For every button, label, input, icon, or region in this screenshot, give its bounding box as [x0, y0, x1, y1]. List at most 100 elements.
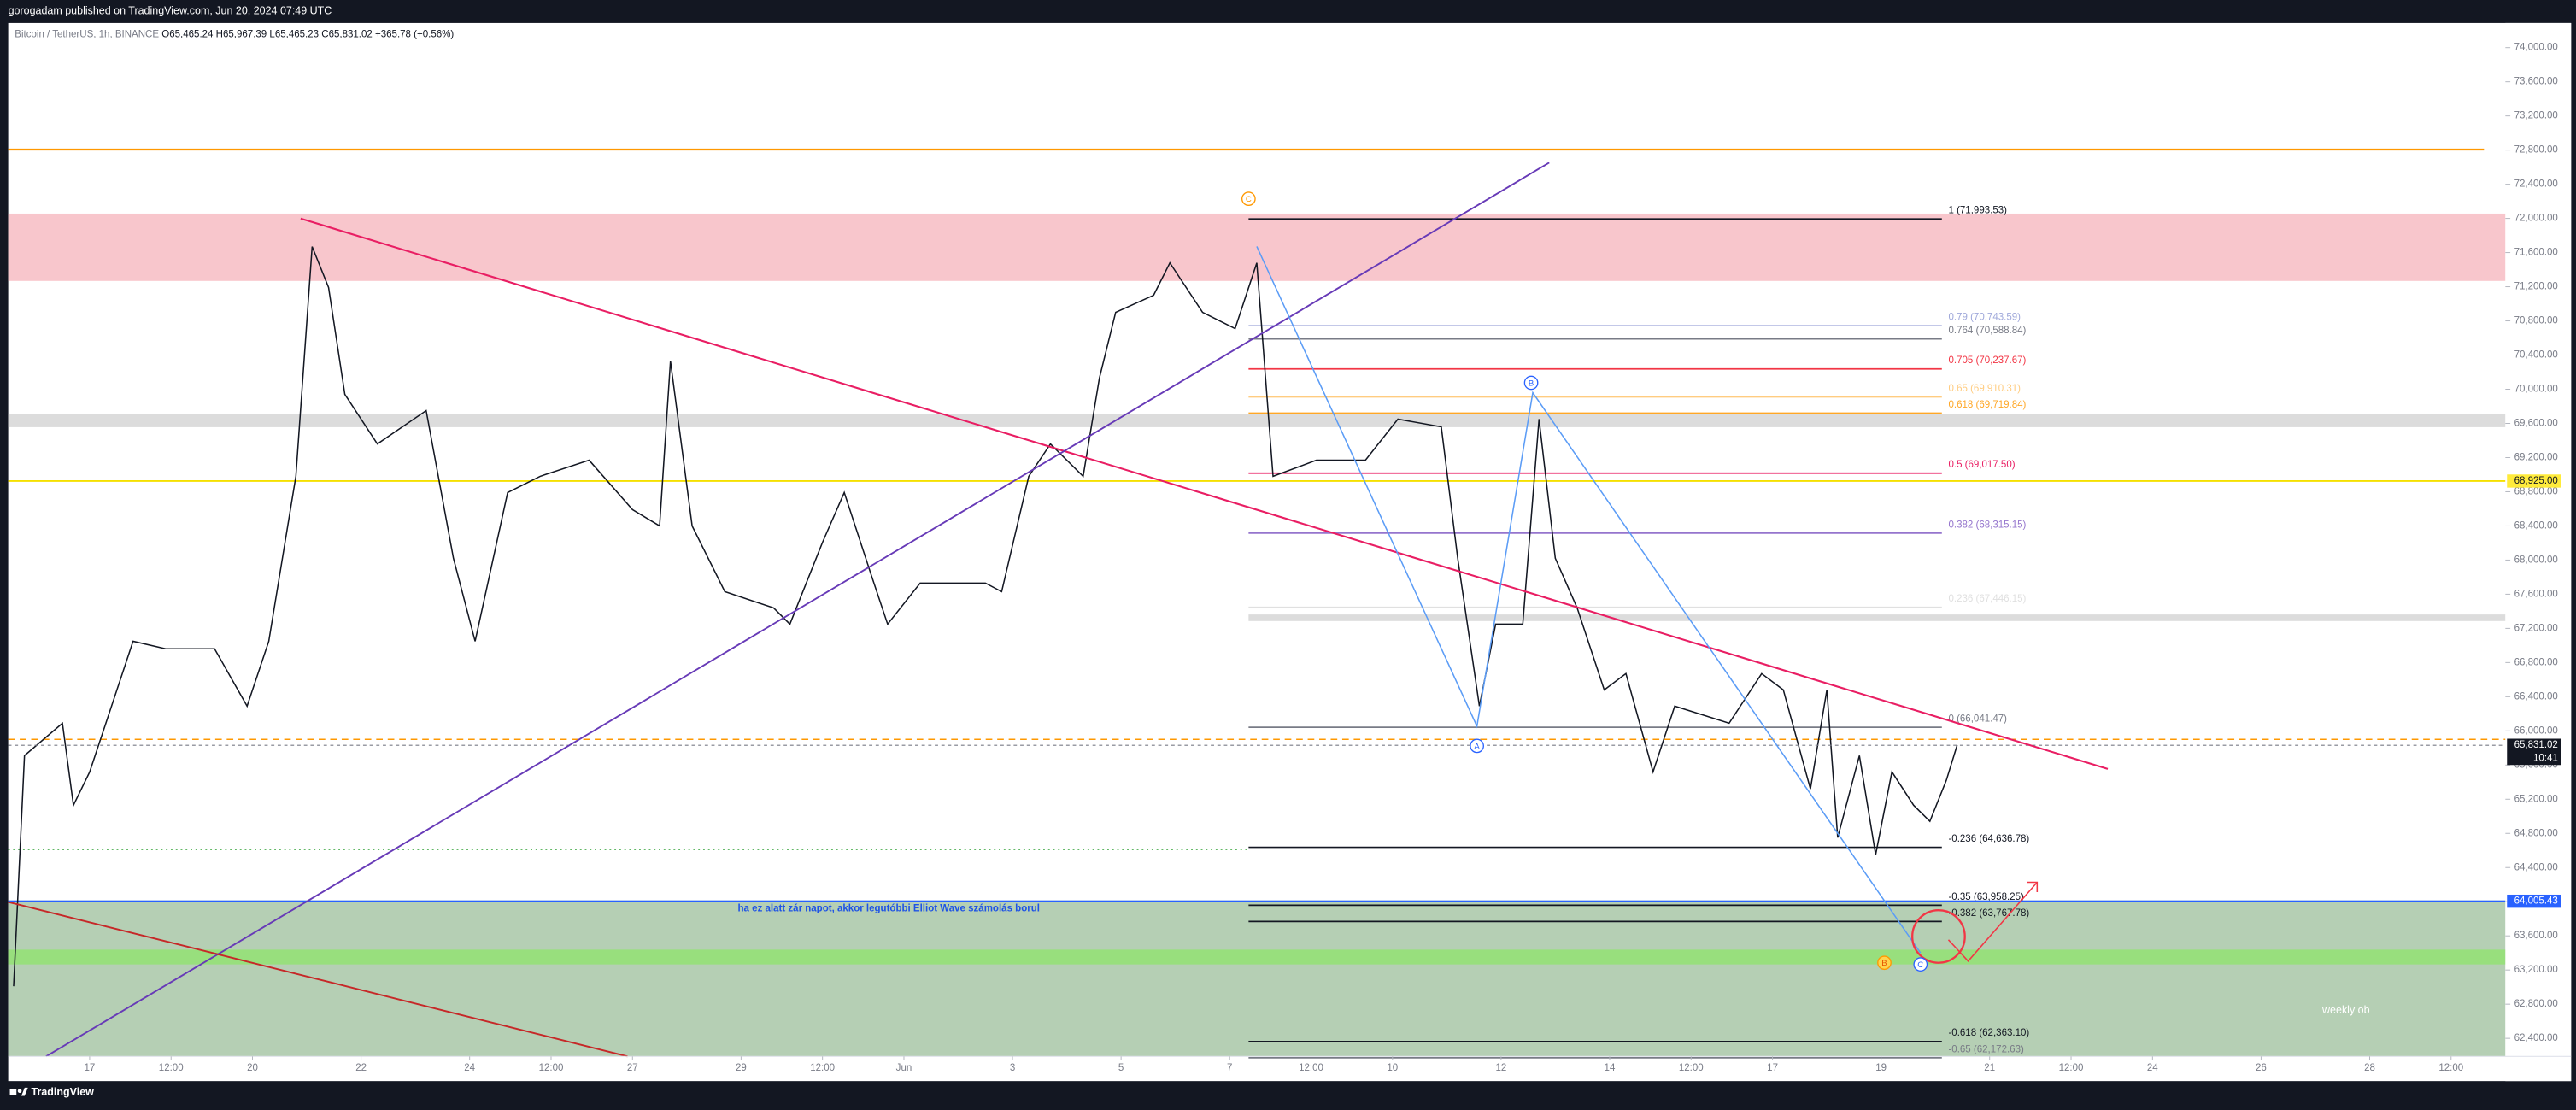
logo — [9, 1087, 28, 1096]
header: gorogadam published on TradingView.com, … — [9, 5, 332, 17]
logo-mark — [17, 1089, 22, 1094]
y-tick-label: 71,200.00 — [2514, 282, 2558, 292]
fib-label: 0.236 (67,446.15) — [1948, 594, 2026, 604]
y-tick-label: 64,400.00 — [2514, 862, 2558, 872]
annotation: ha ez alatt zár napot, akkor legutóbbi E… — [738, 903, 1040, 913]
axes: 62,400.00 62,800.00 63,200.00 63,600.00 64,0… — [85, 43, 2561, 1073]
logo-mark — [9, 1089, 17, 1095]
x-tick-label: 12:00 — [539, 1063, 564, 1073]
price-tag-label: 68,925.00 — [2514, 476, 2558, 486]
wave-marker — [1913, 957, 1928, 972]
x-tick-label: 12:00 — [2438, 1063, 2463, 1073]
x-tick-label: 12:00 — [2059, 1063, 2084, 1073]
x-tick-label: 12:00 — [1299, 1063, 1323, 1073]
fib-label: 0.705 (70,237.67) — [1948, 355, 2026, 366]
ohlc: H65,967.39 — [216, 29, 267, 39]
arrow — [1947, 882, 2038, 962]
gray-band — [8, 414, 2506, 427]
fib-label: 0.618 (69,719.84) — [1948, 400, 2026, 410]
plot: 1 (71,993.53) 0.79 (70,743.59) 0.764 (70,5… — [8, 206, 2506, 1059]
ohlc: O65,465.24 — [161, 29, 214, 39]
fib-label: 1 (71,993.53) — [1948, 206, 2007, 216]
fib-label: -0.618 (62,363.10) — [1948, 1028, 2029, 1038]
y-tick-label: 72,000.00 — [2514, 214, 2558, 224]
x-tick-label: 5 — [1118, 1063, 1124, 1073]
y-tick-label: 71,600.00 — [2514, 248, 2558, 258]
wave-path — [1256, 246, 1922, 954]
last-price-label: 65,831.02 — [2514, 740, 2558, 750]
x-tick-label: 17 — [1767, 1063, 1778, 1073]
wave-label: C — [1246, 195, 1252, 204]
green-band — [8, 949, 2506, 965]
countdown: 10:41 — [2533, 754, 2558, 764]
y-tick-label: 66,400.00 — [2514, 691, 2558, 702]
wave-marker — [1470, 738, 1484, 754]
y-tick-label: 70,400.00 — [2514, 350, 2558, 361]
y-tick-label: 73,200.00 — [2514, 111, 2558, 121]
fib-label: 0 (66,041.47) — [1948, 714, 2007, 725]
x-tick-label: 29 — [736, 1063, 747, 1073]
wave-marker — [1241, 191, 1256, 207]
x-tick-label: 10 — [1387, 1063, 1398, 1073]
y-tick-label: 62,800.00 — [2514, 999, 2558, 1009]
price-tag-label: 64,005.43 — [2514, 896, 2558, 907]
price-tag — [2507, 894, 2561, 908]
y-tick-label: 70,800.00 — [2514, 316, 2558, 326]
fib-label: -0.65 (62,172.63) — [1948, 1044, 2024, 1054]
y-tick-label: 66,000.00 — [2514, 725, 2558, 736]
x-tick-label: 21 — [1984, 1063, 1995, 1073]
weekly-ob-zone — [8, 900, 2506, 1057]
footer: TradingView — [32, 1086, 95, 1098]
y-tick-label: 67,200.00 — [2514, 623, 2558, 633]
x-tick-label: 27 — [627, 1063, 638, 1073]
zones — [8, 148, 2506, 1057]
zone-label: weekly ob — [2321, 1004, 2370, 1016]
fib-label: -0.236 (64,636.78) — [1948, 834, 2029, 844]
y-tick-label: 65,600.00 — [2514, 760, 2558, 770]
ohlc: C65,831.02 — [321, 29, 373, 39]
x-tick-label: 22 — [355, 1063, 367, 1073]
x-tick-label: Jun — [896, 1063, 912, 1073]
y-tick-label: 70,000.00 — [2514, 385, 2558, 395]
arrow-head — [2027, 881, 2039, 893]
target-circle — [1911, 909, 1966, 964]
x-tick-label: 24 — [464, 1063, 475, 1073]
wave-label: B — [1881, 959, 1887, 968]
y-tick-label: 72,400.00 — [2514, 179, 2558, 190]
fib-label: -0.382 (63,767.78) — [1948, 908, 2029, 919]
wave-labels: C A B C B ha ez alatt zár napot, akkor l… — [738, 191, 2370, 1016]
y-tick-label: 69,200.00 — [2514, 453, 2558, 463]
y-tick-label: 69,600.00 — [2514, 419, 2558, 429]
x-tick-label: 26 — [2256, 1063, 2267, 1073]
trendline — [300, 217, 2109, 770]
last-price-tag — [2507, 738, 2561, 766]
x-tick-label: 3 — [1010, 1063, 1015, 1073]
wave-marker — [1523, 375, 1539, 391]
x-tick-label: 19 — [1875, 1063, 1887, 1073]
drawings — [8, 162, 2109, 1058]
x-tick-label: 7 — [1227, 1063, 1232, 1073]
price-tag — [2507, 474, 2561, 488]
y-tick-label: 63,600.00 — [2514, 931, 2558, 941]
legend: Bitcoin / TetherUS, 1h, BINANCE O65,465.… — [15, 29, 454, 39]
x-tick-label: 12:00 — [810, 1063, 835, 1073]
x-tick-label: 28 — [2364, 1063, 2375, 1073]
y-tick-label: 73,600.00 — [2514, 77, 2558, 87]
wave-label: C — [1917, 960, 1923, 970]
trendline — [45, 162, 1550, 1058]
y-tick-label: 74,000.00 — [2514, 43, 2558, 53]
fib-label: 0.764 (70,588.84) — [1948, 326, 2026, 336]
y-tick-label: 64,800.00 — [2514, 828, 2558, 838]
x-tick-label: 24 — [2147, 1063, 2158, 1073]
y-tick-label: 68,000.00 — [2514, 555, 2558, 565]
fib-label: 0.5 (69,017.50) — [1948, 460, 2015, 470]
x-tick-label: 12:00 — [1679, 1063, 1704, 1073]
x-tick-label: 20 — [247, 1063, 258, 1073]
wave-label: A — [1474, 742, 1480, 751]
fib-label: 0.79 (70,743.59) — [1948, 313, 2021, 323]
gray-band — [1248, 614, 2506, 621]
ohlc: L65,465.23 — [269, 29, 319, 39]
y-tick-label: 67,600.00 — [2514, 589, 2558, 599]
